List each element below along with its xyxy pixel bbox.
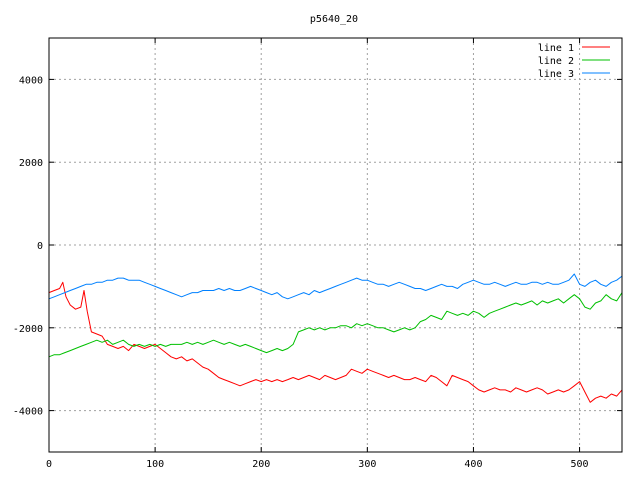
series-line-3 <box>48 273 623 300</box>
legend-label-3: line 3 <box>538 69 574 80</box>
legend-label-2: line 2 <box>538 56 574 67</box>
series-line-1 <box>48 281 623 403</box>
x-tick-label: 400 <box>464 459 482 470</box>
x-tick-label: 200 <box>252 459 270 470</box>
grid-lines <box>49 38 622 452</box>
y-tick-label: 4000 <box>19 75 43 86</box>
x-tick-label: 300 <box>358 459 376 470</box>
y-tick-label: -2000 <box>13 324 43 335</box>
y-tick-label: -4000 <box>13 407 43 418</box>
chart-title: p5640_20 <box>310 14 358 25</box>
y-tick-label: 0 <box>37 241 43 252</box>
x-tick-label: 100 <box>146 459 164 470</box>
legend-label-1: line 1 <box>538 43 574 54</box>
x-tick-label: 500 <box>571 459 589 470</box>
y-tick-label: 2000 <box>19 158 43 169</box>
series-layer <box>48 273 623 403</box>
x-tick-label: 0 <box>46 459 52 470</box>
axis-ticks: 0 100 200 300 400 500 -4000 -2000 0 2000 4000 <box>13 38 622 470</box>
series-line-2 <box>48 292 623 358</box>
legend: line 1 line 2 line 3 <box>538 43 610 80</box>
